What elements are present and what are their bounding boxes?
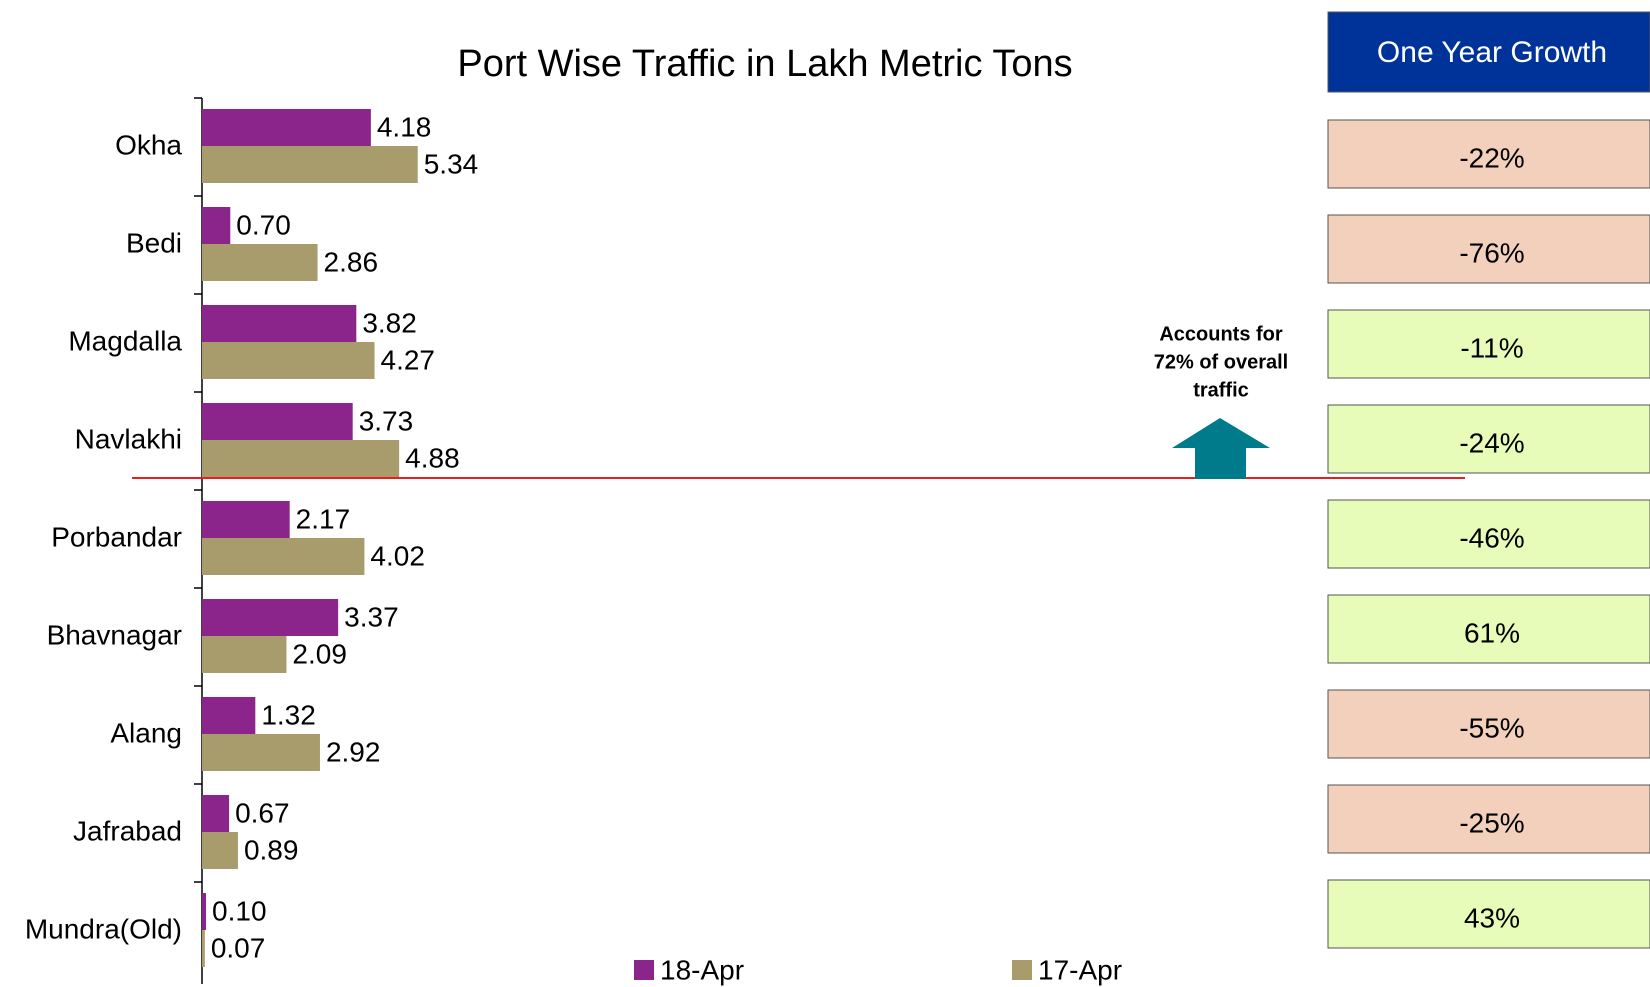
cell-text: -46% bbox=[1459, 522, 1524, 553]
y-tick-label: Magdalla bbox=[68, 325, 182, 356]
y-tick-label: Mundra(Old) bbox=[25, 913, 182, 944]
bar bbox=[202, 795, 230, 832]
annotation: traffic bbox=[1193, 379, 1249, 401]
bar bbox=[202, 501, 290, 538]
data-label: 1.32 bbox=[261, 699, 316, 730]
table-title: One Year Growth bbox=[1377, 36, 1607, 69]
bar bbox=[202, 207, 231, 244]
cell-text: -76% bbox=[1459, 237, 1524, 268]
data-label: 0.07 bbox=[211, 932, 266, 963]
table-cell bbox=[1327, 784, 1650, 854]
table-cell bbox=[1327, 879, 1650, 949]
bar bbox=[202, 342, 375, 379]
data-label: 4.27 bbox=[381, 344, 436, 375]
table-cell bbox=[1327, 214, 1650, 284]
y-tick-label: Okha bbox=[115, 129, 182, 160]
cell-text: -25% bbox=[1459, 807, 1524, 838]
y-tick-label: Jafrabad bbox=[73, 815, 182, 846]
data-label: 2.17 bbox=[296, 503, 351, 534]
y-tick-label: Porbandar bbox=[51, 521, 182, 552]
table-cell bbox=[1327, 309, 1650, 379]
y-tick-label: Alang bbox=[110, 717, 182, 748]
bar bbox=[202, 109, 371, 146]
bar bbox=[202, 893, 207, 930]
table-cell bbox=[1327, 499, 1650, 569]
table-cell bbox=[1327, 594, 1650, 664]
legend-swatch bbox=[1012, 960, 1032, 980]
table-cell bbox=[1327, 119, 1650, 189]
bar bbox=[202, 305, 357, 342]
cell-text: 43% bbox=[1464, 902, 1520, 933]
y-tick-label: Bedi bbox=[126, 227, 182, 258]
data-label: 0.10 bbox=[212, 895, 266, 926]
bar bbox=[202, 440, 400, 477]
bar bbox=[202, 734, 320, 771]
bar bbox=[202, 697, 256, 734]
cell-text: -11% bbox=[1460, 332, 1523, 363]
legend-label: 18-Apr bbox=[660, 954, 744, 985]
cell-text: 61% bbox=[1464, 617, 1520, 648]
bar bbox=[202, 636, 287, 673]
bar bbox=[202, 244, 318, 281]
data-label: 2.86 bbox=[324, 246, 379, 277]
legend-swatch bbox=[634, 960, 654, 980]
y-tick-label: Bhavnagar bbox=[47, 619, 182, 650]
bar bbox=[202, 832, 238, 869]
data-label: 2.09 bbox=[292, 638, 347, 669]
bar bbox=[202, 403, 353, 440]
bar bbox=[202, 599, 339, 636]
data-label: 4.18 bbox=[377, 111, 432, 142]
bar bbox=[202, 538, 365, 575]
data-label: 5.34 bbox=[424, 148, 479, 179]
data-label: 4.02 bbox=[370, 540, 425, 571]
data-label: 0.70 bbox=[236, 209, 291, 240]
table-cell bbox=[1327, 404, 1650, 474]
data-label: 2.92 bbox=[326, 736, 381, 767]
data-label: 3.73 bbox=[359, 405, 414, 436]
data-label: 3.82 bbox=[362, 307, 417, 338]
bar bbox=[202, 146, 418, 183]
chart-title: Port Wise Traffic in Lakh Metric Tons bbox=[457, 43, 1072, 85]
cell-text: -24% bbox=[1459, 427, 1524, 458]
legend-label: 17-Apr bbox=[1038, 954, 1122, 985]
up-arrow bbox=[1172, 418, 1270, 479]
y-tick-label: Navlakhi bbox=[75, 423, 182, 454]
table-header bbox=[1327, 11, 1650, 93]
data-label: 4.88 bbox=[405, 442, 460, 473]
data-label: 0.89 bbox=[244, 834, 299, 865]
cell-text: -22% bbox=[1459, 142, 1524, 173]
table-cell bbox=[1327, 689, 1650, 759]
cell-text: -55% bbox=[1459, 712, 1524, 743]
annotation: 72% of overall bbox=[1154, 351, 1289, 373]
data-label: 3.37 bbox=[344, 601, 399, 632]
data-label: 0.67 bbox=[235, 797, 290, 828]
annotation: Accounts for bbox=[1159, 323, 1283, 345]
bar bbox=[202, 930, 205, 967]
